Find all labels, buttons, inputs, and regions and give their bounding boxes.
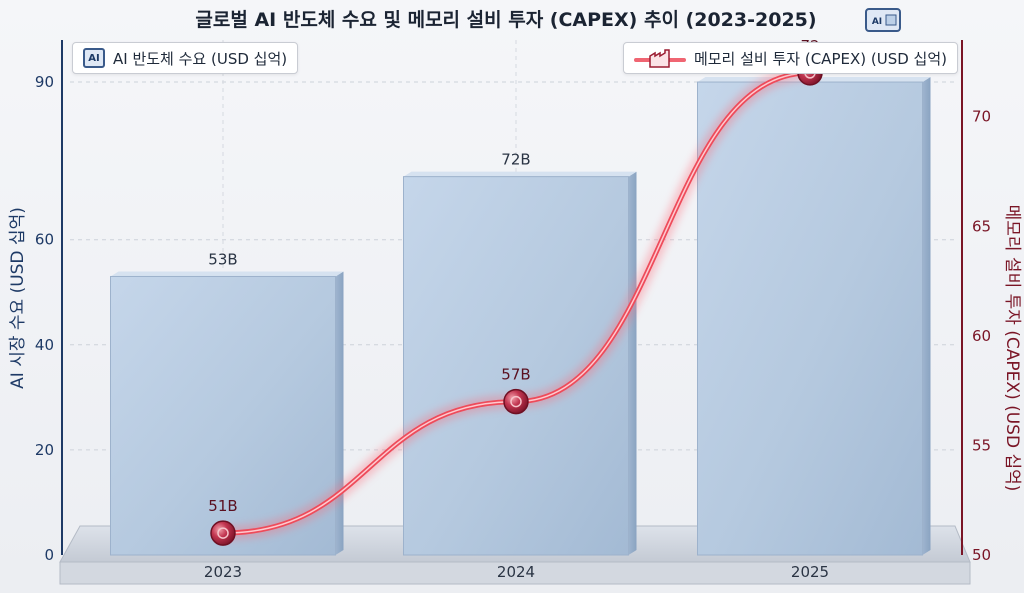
capex-marker <box>503 388 529 415</box>
capex-value-label: 57B <box>501 366 530 384</box>
capex-marker-ring <box>217 527 229 539</box>
left-tick-label: 40 <box>35 336 54 354</box>
ai-chip-icon: AI <box>83 48 105 68</box>
legend-capex: 메모리 설비 투자 (CAPEX) (USD 십억) <box>622 42 958 74</box>
left-axis-ticks: 0 20 40 60 90 <box>35 73 54 564</box>
factory-line-icon <box>633 49 686 68</box>
bar-side <box>922 77 931 555</box>
left-tick-label: 20 <box>35 441 54 459</box>
legend-capex-label: 메모리 설비 투자 (CAPEX) (USD 십억) <box>693 49 947 68</box>
bar-value-label: 72B <box>501 151 530 169</box>
bar-value-label: 53B <box>208 250 237 268</box>
x-tick-label: 2025 <box>791 563 829 581</box>
bar-side <box>335 271 344 555</box>
bar-2023: 53B <box>110 250 344 556</box>
right-tick-label: 55 <box>972 436 991 454</box>
capex-line-highlight <box>222 72 811 534</box>
right-tick-label: 65 <box>972 217 991 235</box>
left-tick-label: 90 <box>35 73 54 91</box>
x-tick-label: 2024 <box>497 563 535 581</box>
bar-rect <box>697 81 923 556</box>
bar-top <box>403 171 637 177</box>
capex-marker <box>210 520 236 546</box>
capex-line: 51B57B72 <box>208 37 823 546</box>
right-axis-ticks: 50 55 60 65 70 <box>972 108 991 564</box>
x-axis-labels: 2023 2024 2025 <box>204 563 829 581</box>
right-tick-label: 60 <box>972 327 991 345</box>
bars: 53B 72B 90 <box>110 56 931 556</box>
capex-value-label: 51B <box>208 497 237 515</box>
capex-marker-ring <box>510 395 522 408</box>
right-axis-label: 메모리 설비 투자 (CAPEX) (USD 십억) <box>1002 205 1022 492</box>
left-tick-label: 60 <box>35 231 54 249</box>
bar-2025: 90 <box>697 56 931 556</box>
bar-top <box>110 271 344 277</box>
title-chip-text: AI <box>872 17 882 27</box>
left-axis-label: AI 시장 수요 (USD 십억) <box>8 207 28 389</box>
legend-ai-demand-label: AI 반도체 수요 (USD 십억) <box>113 49 288 68</box>
left-tick-label: 0 <box>44 546 54 564</box>
legend-ai-demand: AI AI 반도체 수요 (USD 십억) <box>72 42 299 74</box>
bar-side <box>628 171 637 555</box>
x-tick-label: 2023 <box>204 563 242 581</box>
bar-rect <box>110 275 336 556</box>
right-tick-label: 50 <box>972 546 991 564</box>
right-tick-label: 70 <box>972 108 991 126</box>
title-chip-icon: AI <box>865 8 901 32</box>
chart-title: 글로벌 AI 반도체 수요 및 메모리 설비 투자 (CAPEX) 추이 (20… <box>195 9 816 31</box>
